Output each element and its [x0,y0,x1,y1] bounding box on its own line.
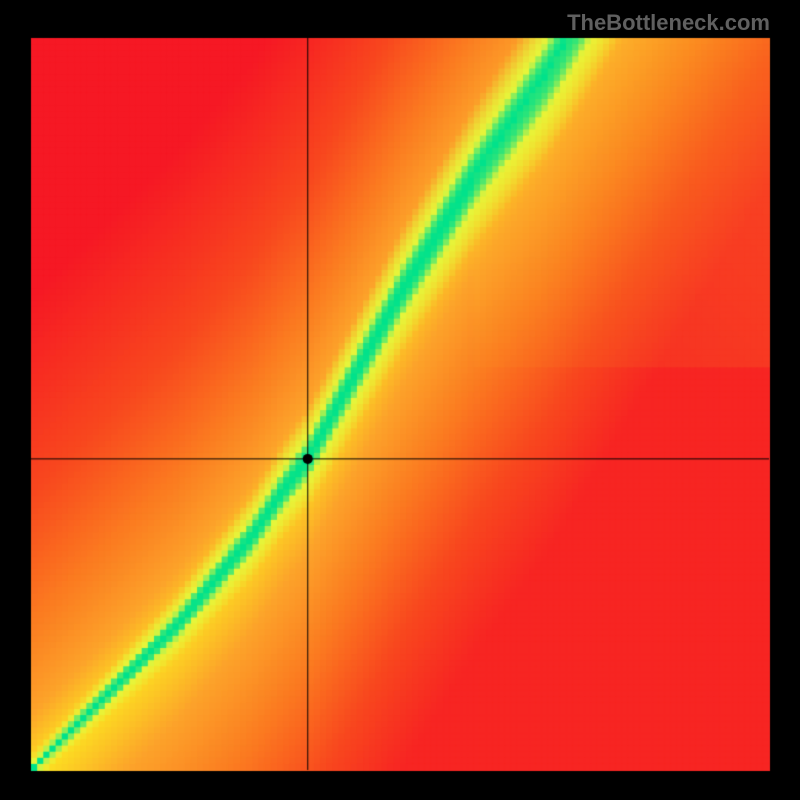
bottleneck-heatmap [0,0,800,800]
watermark-text: TheBottleneck.com [567,10,770,36]
chart-container: { "watermark": { "text": "TheBottleneck.… [0,0,800,800]
